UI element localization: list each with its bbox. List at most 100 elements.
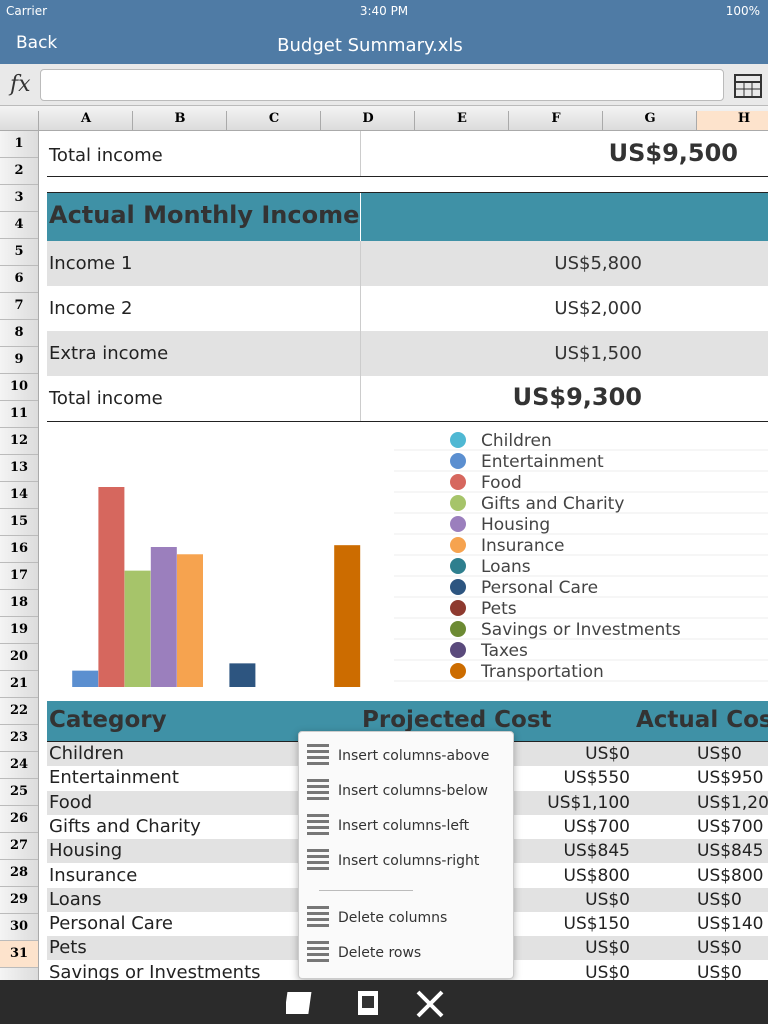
row-label: 14 (0, 482, 38, 509)
menu-item[interactable]: Delete columns (338, 910, 448, 926)
cell: Personal Care (49, 913, 173, 935)
cell: US$800 (697, 865, 764, 886)
bar (124, 570, 151, 687)
cell: Income 1 (49, 253, 133, 274)
formula-input[interactable] (40, 69, 724, 101)
row-label: 16 (0, 536, 38, 563)
toolbar-icons[interactable] (286, 988, 446, 1018)
legend-swatch (450, 432, 466, 448)
column-label: C (226, 111, 321, 130)
cell: US$2,000 (554, 298, 642, 319)
back-button[interactable]: Back (16, 33, 58, 53)
cell: Total income (49, 388, 163, 409)
cell: US$1,500 (554, 343, 642, 364)
legend-swatch (450, 453, 466, 469)
time: 3:40 PM (359, 4, 409, 18)
section-header (47, 192, 768, 242)
cell: US$950 (697, 768, 764, 789)
row-label: 4 (0, 212, 38, 239)
legend-label: Pets (481, 599, 517, 619)
cell: US$0 (585, 889, 630, 910)
row-label: 23 (0, 725, 38, 752)
cell: Food (49, 791, 93, 813)
menu-icon (307, 941, 329, 963)
income-row: Total income US$9,300 (47, 376, 768, 422)
legend-swatch (450, 642, 466, 658)
column-label: A (38, 111, 133, 130)
row-label: 6 (0, 266, 38, 293)
legend-swatch (450, 495, 466, 511)
cell: US$845 (697, 841, 764, 862)
cell: Gifts and Charity (49, 815, 201, 837)
cell: US$700 (697, 816, 764, 837)
title: Budget Summary.xls (277, 35, 463, 56)
cell: Housing (49, 840, 123, 862)
legend-label: Housing (481, 515, 550, 535)
row-label: 10 (0, 374, 38, 401)
cell: US$0 (697, 744, 742, 764)
context-menu: Insert columns-above Insert columns-below… (298, 731, 514, 979)
legend-label: Gifts and Charity (481, 494, 624, 514)
column-label: B (132, 111, 227, 130)
legend-label: Taxes (480, 641, 528, 661)
income-row: Income 1 US$5,800 (47, 241, 768, 286)
row-label: 11 (0, 401, 38, 428)
cell (360, 331, 361, 376)
legend-swatch (450, 474, 466, 490)
carrier: Carrier (6, 4, 48, 18)
divider (360, 131, 361, 177)
menu-item[interactable]: Insert columns-right (338, 853, 480, 869)
menu-icon (307, 779, 329, 801)
row-label: 3 (0, 185, 38, 212)
row-label: 31 (0, 941, 38, 968)
menu-icon (307, 814, 329, 836)
cell: US$150 (563, 914, 631, 935)
column-label: F (508, 111, 603, 130)
bar (177, 554, 203, 687)
menu-item[interactable]: Insert columns-below (338, 783, 488, 799)
cell: Insurance (49, 864, 138, 886)
cell: Extra income (49, 343, 169, 364)
cell: Entertainment (49, 767, 179, 789)
row-label: 30 (0, 914, 38, 941)
row-label: 18 (0, 590, 38, 617)
cell: Total income (49, 145, 163, 166)
divider (360, 193, 361, 241)
battery: 100% (725, 4, 760, 18)
cell: US$700 (563, 816, 631, 837)
cell: Loans (49, 888, 102, 910)
legend-label: Children (481, 431, 552, 451)
cell: US$1,200 (697, 792, 768, 813)
row-label: 27 (0, 833, 38, 860)
grid-icon[interactable] (734, 74, 762, 98)
header-cell: Category (49, 707, 167, 733)
row-label: 22 (0, 698, 38, 725)
legend-swatch (450, 558, 466, 574)
menu-icon (307, 906, 329, 928)
legend-swatch (450, 537, 466, 553)
row-label: 15 (0, 509, 38, 536)
menu-item[interactable]: Insert columns-left (338, 818, 470, 834)
menu-item[interactable]: Delete rows (338, 945, 422, 961)
cell (360, 241, 361, 286)
cell (360, 286, 361, 331)
row-label: 7 (0, 293, 38, 320)
row-label: 20 (0, 644, 38, 671)
column-label: H (696, 111, 768, 130)
cell: US$0 (697, 938, 742, 959)
row-label: 17 (0, 563, 38, 590)
row-label: 8 (0, 320, 38, 347)
legend-label: Personal Care (481, 578, 598, 598)
nav-bar (0, 0, 768, 64)
row-label: 25 (0, 779, 38, 806)
legend-swatch (450, 663, 466, 679)
bar (72, 670, 99, 687)
menu-item[interactable]: Insert columns-above (338, 748, 490, 764)
menu-separator (319, 890, 413, 891)
cell: US$845 (563, 841, 631, 862)
legend-label: Food (481, 473, 522, 493)
column-label: E (414, 111, 509, 130)
cell: US$0 (697, 962, 742, 980)
